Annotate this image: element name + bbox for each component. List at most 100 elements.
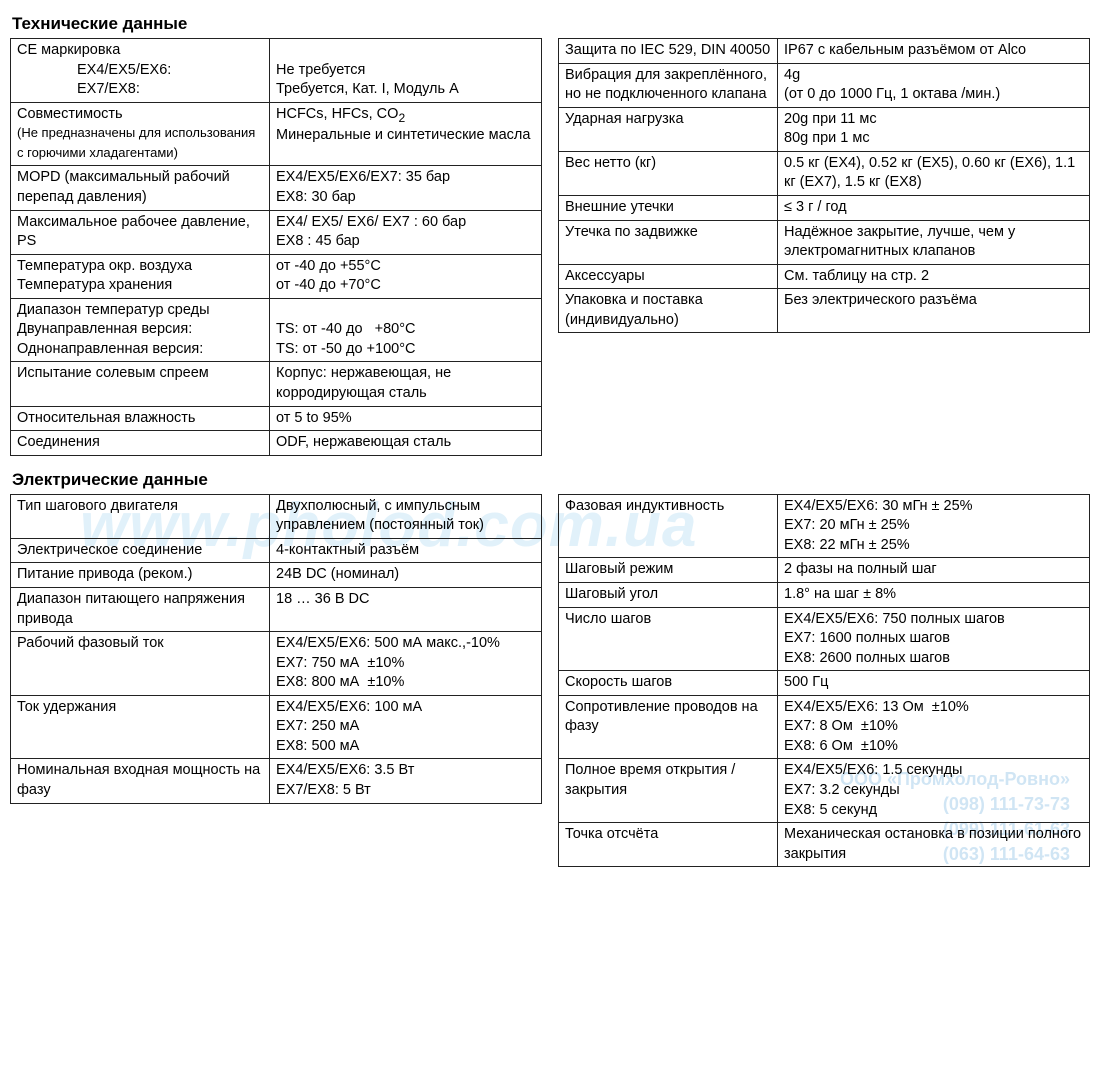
spec-value: Надёжное закрытие, лучше, чем у электром… <box>778 220 1090 264</box>
spec-label: MOPD (максимальный рабочий перепад давле… <box>11 166 270 210</box>
table-row: СЕ маркировка EX4/EX5/EX6:EX7/EX8:Не тре… <box>11 39 542 103</box>
table-row: Вибрация для закреплённого, но не подклю… <box>559 63 1090 107</box>
spec-label: Питание привода (реком.) <box>11 563 270 588</box>
spec-label: Точка отсчёта <box>559 823 778 867</box>
table-row: Максимальное рабочее давление, PSEX4/ EX… <box>11 210 542 254</box>
spec-value: 500 Гц <box>778 671 1090 696</box>
spec-value: Корпус: нержавеющая, не корродирующая ст… <box>270 362 542 406</box>
spec-label: Относительная влажность <box>11 406 270 431</box>
spec-label: Максимальное рабочее давление, PS <box>11 210 270 254</box>
spec-value: EX4/EX5/EX6: 13 Ом ±10%EX7: 8 Ом ±10%EX8… <box>778 695 1090 759</box>
spec-value: См. таблицу на стр. 2 <box>778 264 1090 289</box>
table-row: Шаговый угол1.8° на шаг ± 8% <box>559 582 1090 607</box>
table-row: СоединенияODF, нержавеющая сталь <box>11 431 542 456</box>
table-row: Относительная влажностьот 5 to 95% <box>11 406 542 431</box>
spec-value: 0.5 кг (EX4), 0.52 кг (EX5), 0.60 кг (EX… <box>778 151 1090 195</box>
spec-value: EX4/EX5/EX6: 1.5 секундыEX7: 3.2 секунды… <box>778 759 1090 823</box>
spec-value: HCFCs, HFCs, CO2Минеральные и синтетичес… <box>270 102 542 166</box>
spec-label: Рабочий фазовый ток <box>11 632 270 696</box>
spec-value: EX4/EX5/EX6: 500 мА макс.,-10%EX7: 750 м… <box>270 632 542 696</box>
spec-label: Ток удержания <box>11 695 270 759</box>
table-row: Шаговый режим2 фазы на полный шаг <box>559 558 1090 583</box>
spec-label: Полное время открытия / закрытия <box>559 759 778 823</box>
spec-label: Соединения <box>11 431 270 456</box>
table-row: Диапазон питающего напряжения привода18 … <box>11 587 542 631</box>
spec-label: Утечка по задвижке <box>559 220 778 264</box>
spec-label: Число шагов <box>559 607 778 671</box>
tech-table-left: СЕ маркировка EX4/EX5/EX6:EX7/EX8:Не тре… <box>10 38 542 456</box>
spec-value: ODF, нержавеющая сталь <box>270 431 542 456</box>
spec-label: Шаговый угол <box>559 582 778 607</box>
spec-label: Диапазон питающего напряжения привода <box>11 587 270 631</box>
section-title-tech: Технические данные <box>12 14 1090 34</box>
spec-value: IP67 с кабельным разъёмом от Alco <box>778 39 1090 64</box>
spec-label: Тип шагового двигателя <box>11 494 270 538</box>
table-row: Полное время открытия / закрытияEX4/EX5/… <box>559 759 1090 823</box>
spec-value: Механическая остановка в позиции полного… <box>778 823 1090 867</box>
spec-label: Шаговый режим <box>559 558 778 583</box>
spec-value: EX4/EX5/EX6: 3.5 ВтEX7/EX8: 5 Вт <box>270 759 542 803</box>
tech-table-right: Защита по IEC 529, DIN 40050IP67 с кабел… <box>558 38 1090 333</box>
spec-label: Электрическое соединение <box>11 538 270 563</box>
spec-value: от -40 до +55°Cот -40 до +70°C <box>270 254 542 298</box>
table-row: Точка отсчётаМеханическая остановка в по… <box>559 823 1090 867</box>
table-row: Электрическое соединение4-контактный раз… <box>11 538 542 563</box>
spec-value: EX4/EX5/EX6: 750 полных шаговEX7: 1600 п… <box>778 607 1090 671</box>
spec-label: СЕ маркировка EX4/EX5/EX6:EX7/EX8: <box>11 39 270 103</box>
table-row: Утечка по задвижкеНадёжное закрытие, луч… <box>559 220 1090 264</box>
table-row: Скорость шагов500 Гц <box>559 671 1090 696</box>
spec-value: 4-контактный разъём <box>270 538 542 563</box>
table-row: Ударная нагрузка20g при 11 мс80g при 1 м… <box>559 107 1090 151</box>
table-row: Внешние утечки≤ 3 г / год <box>559 195 1090 220</box>
table-row: Испытание солевым спреемКорпус: нержавею… <box>11 362 542 406</box>
spec-value: EX4/EX5/EX6: 100 мАEX7: 250 мАEX8: 500 м… <box>270 695 542 759</box>
spec-label: Внешние утечки <box>559 195 778 220</box>
table-row: Тип шагового двигателяДвухполюсный, с им… <box>11 494 542 538</box>
spec-label: Испытание солевым спреем <box>11 362 270 406</box>
spec-label: Вибрация для закреплённого, но не подклю… <box>559 63 778 107</box>
spec-value: TS: от -40 до +80°CTS: от -50 до +100°C <box>270 298 542 362</box>
section-title-elec: Электрические данные <box>12 470 1090 490</box>
elec-table-left: Тип шагового двигателяДвухполюсный, с им… <box>10 494 542 804</box>
table-row: Номинальная входная мощность на фазуEX4/… <box>11 759 542 803</box>
spec-label: Упаковка и поставка (индивидуально) <box>559 289 778 333</box>
spec-value: 4g(от 0 до 1000 Гц, 1 октава /мин.) <box>778 63 1090 107</box>
spec-value: EX4/EX5/EX6/EX7: 35 барEX8: 30 бар <box>270 166 542 210</box>
table-row: Защита по IEC 529, DIN 40050IP67 с кабел… <box>559 39 1090 64</box>
spec-label: Аксессуары <box>559 264 778 289</box>
spec-value: ≤ 3 г / год <box>778 195 1090 220</box>
spec-value: 24В DC (номинал) <box>270 563 542 588</box>
spec-label: Температура окр. воздухаТемпература хран… <box>11 254 270 298</box>
spec-value: Без электрического разъёма <box>778 289 1090 333</box>
spec-label: Номинальная входная мощность на фазу <box>11 759 270 803</box>
spec-label: Ударная нагрузка <box>559 107 778 151</box>
spec-label: Диапазон температур средыДвунаправленная… <box>11 298 270 362</box>
tech-data-row: СЕ маркировка EX4/EX5/EX6:EX7/EX8:Не тре… <box>10 38 1090 456</box>
spec-value: 18 … 36 В DC <box>270 587 542 631</box>
spec-value: Не требуетсяТребуется, Кат. I, Модуль А <box>270 39 542 103</box>
spec-label: Сопротивление проводов на фазу <box>559 695 778 759</box>
elec-data-row: Тип шагового двигателяДвухполюсный, с им… <box>10 494 1090 868</box>
table-row: Совместимость(Не предназначены для испол… <box>11 102 542 166</box>
spec-value: Двухполюсный, с импульсным управлением (… <box>270 494 542 538</box>
elec-table-right: Фазовая индуктивностьEX4/EX5/EX6: 30 мГн… <box>558 494 1090 868</box>
table-row: Вес нетто (кг)0.5 кг (EX4), 0.52 кг (EX5… <box>559 151 1090 195</box>
table-row: MOPD (максимальный рабочий перепад давле… <box>11 166 542 210</box>
table-row: Температура окр. воздухаТемпература хран… <box>11 254 542 298</box>
spec-label: Фазовая индуктивность <box>559 494 778 558</box>
table-row: АксессуарыСм. таблицу на стр. 2 <box>559 264 1090 289</box>
table-row: Упаковка и поставка (индивидуально)Без э… <box>559 289 1090 333</box>
spec-value: 2 фазы на полный шаг <box>778 558 1090 583</box>
spec-label: Защита по IEC 529, DIN 40050 <box>559 39 778 64</box>
spec-label: Совместимость(Не предназначены для испол… <box>11 102 270 166</box>
spec-value: EX4/ EX5/ EX6/ EX7 : 60 барEX8 : 45 бар <box>270 210 542 254</box>
spec-value: 20g при 11 мс80g при 1 мс <box>778 107 1090 151</box>
table-row: Фазовая индуктивностьEX4/EX5/EX6: 30 мГн… <box>559 494 1090 558</box>
spec-label: Скорость шагов <box>559 671 778 696</box>
spec-value: EX4/EX5/EX6: 30 мГн ± 25%EX7: 20 мГн ± 2… <box>778 494 1090 558</box>
spec-value: 1.8° на шаг ± 8% <box>778 582 1090 607</box>
spec-value: от 5 to 95% <box>270 406 542 431</box>
table-row: Рабочий фазовый токEX4/EX5/EX6: 500 мА м… <box>11 632 542 696</box>
table-row: Ток удержанияEX4/EX5/EX6: 100 мАEX7: 250… <box>11 695 542 759</box>
table-row: Сопротивление проводов на фазуEX4/EX5/EX… <box>559 695 1090 759</box>
